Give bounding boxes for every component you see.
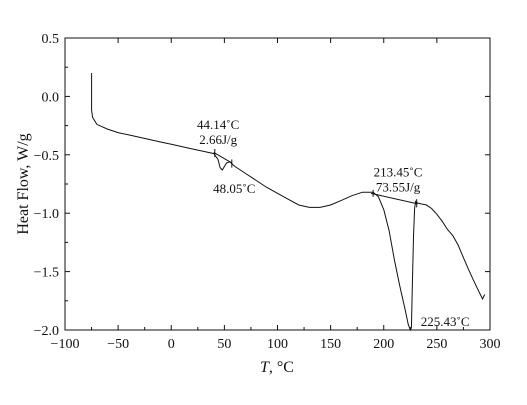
annotation-peak1-max: 48.05˚C [213,181,255,196]
x-tick-label: 300 [480,337,501,352]
x-tick-label: 0 [168,337,175,352]
x-tick-label: 50 [217,337,231,352]
axis-ticks [64,37,491,331]
annotation-peak2-max: 225.43˚C [421,314,470,329]
y-axis-label: Heat Flow, W/g [15,133,32,234]
x-tick-label: −100 [51,337,80,352]
x-tick-label: 250 [426,337,447,352]
x-axis-label-unit: , °C [269,359,294,376]
annotation-peak1-enthalpy: 2.66J/g [199,132,237,147]
x-tick-label: 150 [320,337,341,352]
x-axis-label-variable: T [260,359,270,376]
peak-annotations: 44.14˚C2.66J/g 48.05˚C 213.45˚C73.55J/g 225… [197,117,469,329]
annotation-peak2-enthalpy: 73.55J/g [376,180,421,195]
axis-tick-labels: −100 −50 0 50 100 150 200 250 300 0.5 0.0 −0.5 −1.0 −… [34,32,501,352]
y-tick-label: −2.0 [34,324,59,339]
peak1-baseline [213,152,233,164]
peak2-baseline [370,192,418,205]
y-tick-label: 0.0 [42,90,60,105]
y-tick-label: −1.0 [34,207,59,222]
y-tick-label: −0.5 [34,149,59,164]
y-tick-label: −1.5 [34,266,59,281]
x-tick-label: −50 [107,337,129,352]
annotation-peak1-onset: 44.14˚C [197,117,239,132]
plot-frame [64,37,491,331]
x-tick-label: 100 [267,337,288,352]
heat-flow-curve [91,73,486,332]
y-tick-label: 0.5 [42,32,60,47]
x-axis-label: T, °C [260,359,294,376]
annotation-peak2-onset: 213.45˚C [374,165,423,180]
integration-baselines [213,148,418,208]
x-tick-label: 200 [373,337,394,352]
